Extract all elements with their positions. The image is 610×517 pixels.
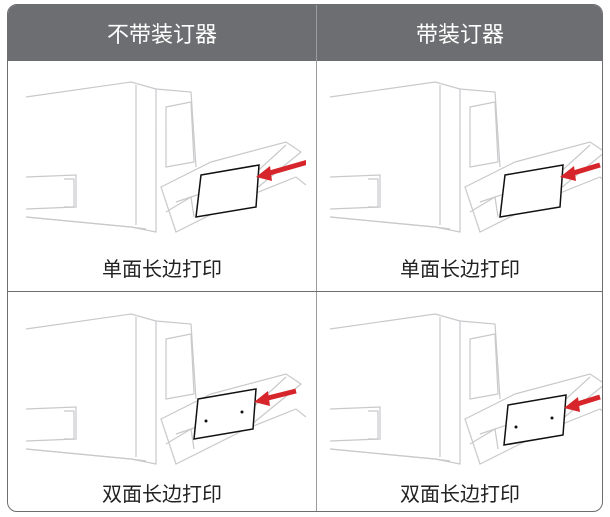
- illustration: [329, 313, 602, 465]
- caption: 单面长边打印: [400, 256, 520, 281]
- table: 不带装订器 带装订器 单面长边打印 单面长边打印 双面长边打印 双面长边打印: [7, 4, 603, 512]
- header-cell: 带装订器: [316, 5, 602, 61]
- caption: 单面长边打印: [102, 256, 222, 281]
- caption: 双面长边打印: [400, 481, 520, 506]
- illustration: [25, 313, 306, 465]
- column-divider: [316, 5, 317, 511]
- row-divider: [8, 291, 602, 292]
- illustration: [25, 81, 306, 233]
- caption: 双面长边打印: [102, 481, 222, 506]
- illustration: [329, 81, 602, 233]
- header-cell: 不带装订器: [8, 5, 316, 61]
